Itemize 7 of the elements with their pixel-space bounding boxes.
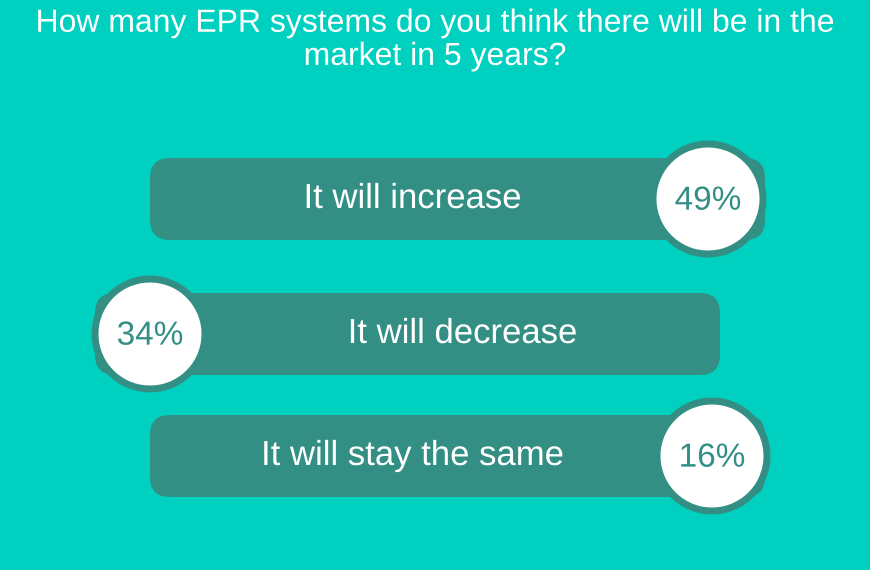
text: How many EPR systems do you think there will be in the market in 5 years?	[38, 8, 834, 72]
category-label: It will increase	[306, 182, 520, 208]
category-label: It will stay the same	[264, 440, 562, 472]
data-label: 16%	[681, 443, 744, 467]
data-label: 49%	[675, 186, 740, 210]
data-label: 34%	[118, 321, 182, 345]
category-label: It will decrease	[350, 318, 576, 344]
